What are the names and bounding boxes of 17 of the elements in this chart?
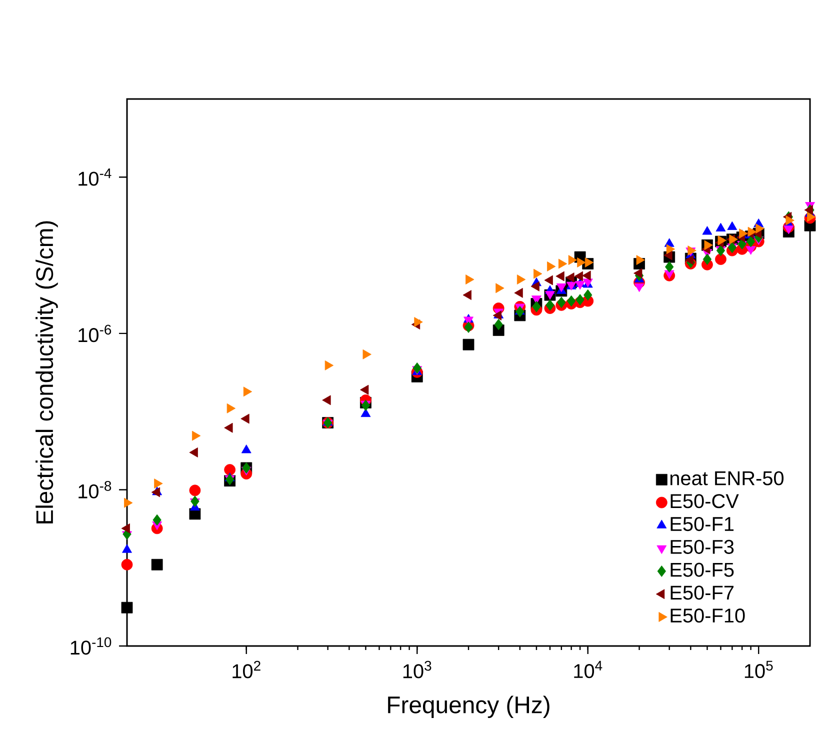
legend-label: E50-F1 [670,516,734,532]
x-axis-title: Frequency (Hz) [388,696,550,718]
y-tick-label: 10$^{-4}$ [78,168,112,186]
legend-label: E50-CV [670,494,739,508]
legend-label: E50-F7 [670,586,734,600]
legend-label: E50-F10 [670,608,745,623]
x-tick-label: 10$^{2}$ [232,660,260,678]
y-tick-label: 10$^{-8}$ [78,480,112,498]
y-tick-label: 10$^{-10}$ [70,637,112,655]
legend-label: E50-F3 [670,540,734,554]
legend-label: neat ENR-50 [670,471,784,486]
x-tick-label: 10$^{3}$ [403,660,432,678]
legend-label: E50-F5 [670,562,734,577]
x-tick-label: 10$^{5}$ [744,660,773,678]
y-axis-title: Electrical conductivity (S/cm) [36,221,58,524]
y-tick-label: 10$^{-6}$ [78,324,112,342]
x-tick-label: 10$^{4}$ [574,660,602,678]
